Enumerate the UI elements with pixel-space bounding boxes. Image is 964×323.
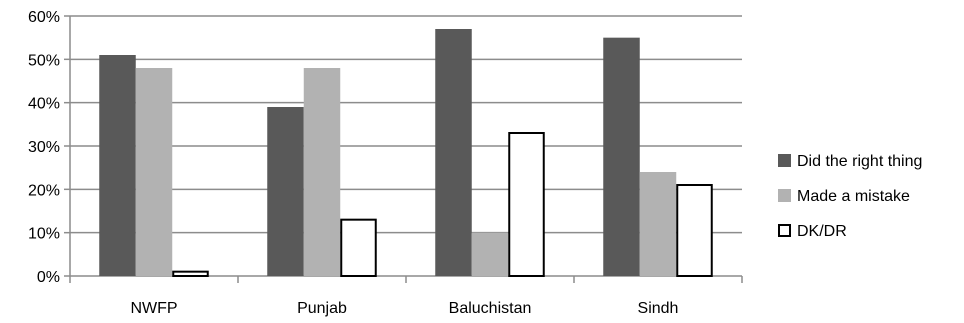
legend-label: Made a mistake bbox=[797, 188, 910, 205]
bar-did-the-right-thing-sindh bbox=[603, 37, 640, 276]
bar-made-a-mistake-punjab bbox=[303, 68, 341, 276]
y-tick-label: 10% bbox=[28, 226, 60, 243]
legend-swatch bbox=[778, 154, 791, 167]
bar-made-a-mistake-nwfp bbox=[135, 68, 173, 276]
legend: Did the right thing Made a mistake DK/DR bbox=[778, 153, 922, 240]
y-tick-label: 60% bbox=[28, 9, 60, 26]
bar-dk-dr-sindh bbox=[676, 184, 713, 277]
x-category-label: NWFP bbox=[130, 300, 177, 317]
bar-did-the-right-thing-baluchistan bbox=[435, 29, 472, 276]
bar-dk-dr-nwfp bbox=[172, 270, 209, 277]
legend-label: DK/DR bbox=[797, 223, 847, 240]
legend-swatch bbox=[778, 189, 791, 202]
legend-label: Did the right thing bbox=[797, 153, 922, 170]
y-tick-label: 0% bbox=[37, 269, 60, 286]
y-tick-label: 30% bbox=[28, 139, 60, 156]
y-tick-label: 20% bbox=[28, 182, 60, 199]
legend-swatch bbox=[778, 224, 791, 237]
bar-made-a-mistake-sindh bbox=[639, 172, 677, 276]
bar-made-a-mistake-baluchistan bbox=[471, 232, 509, 276]
bar-did-the-right-thing-punjab bbox=[267, 107, 304, 276]
y-tick-label: 50% bbox=[28, 52, 60, 69]
x-category-label: Punjab bbox=[297, 300, 347, 317]
y-tick-labels: 0% 10% 20% 30% 40% 50% 60% bbox=[28, 9, 60, 286]
bar-dk-dr-punjab bbox=[340, 218, 377, 278]
bars bbox=[99, 29, 713, 278]
x-category-label: Baluchistan bbox=[449, 300, 532, 317]
y-tick-label: 40% bbox=[28, 96, 60, 113]
bar-dk-dr-baluchistan bbox=[508, 132, 545, 277]
x-category-label: Sindh bbox=[638, 300, 679, 317]
bar-did-the-right-thing-nwfp bbox=[99, 55, 136, 276]
x-category-labels: NWFP Punjab Baluchistan Sindh bbox=[130, 300, 678, 317]
